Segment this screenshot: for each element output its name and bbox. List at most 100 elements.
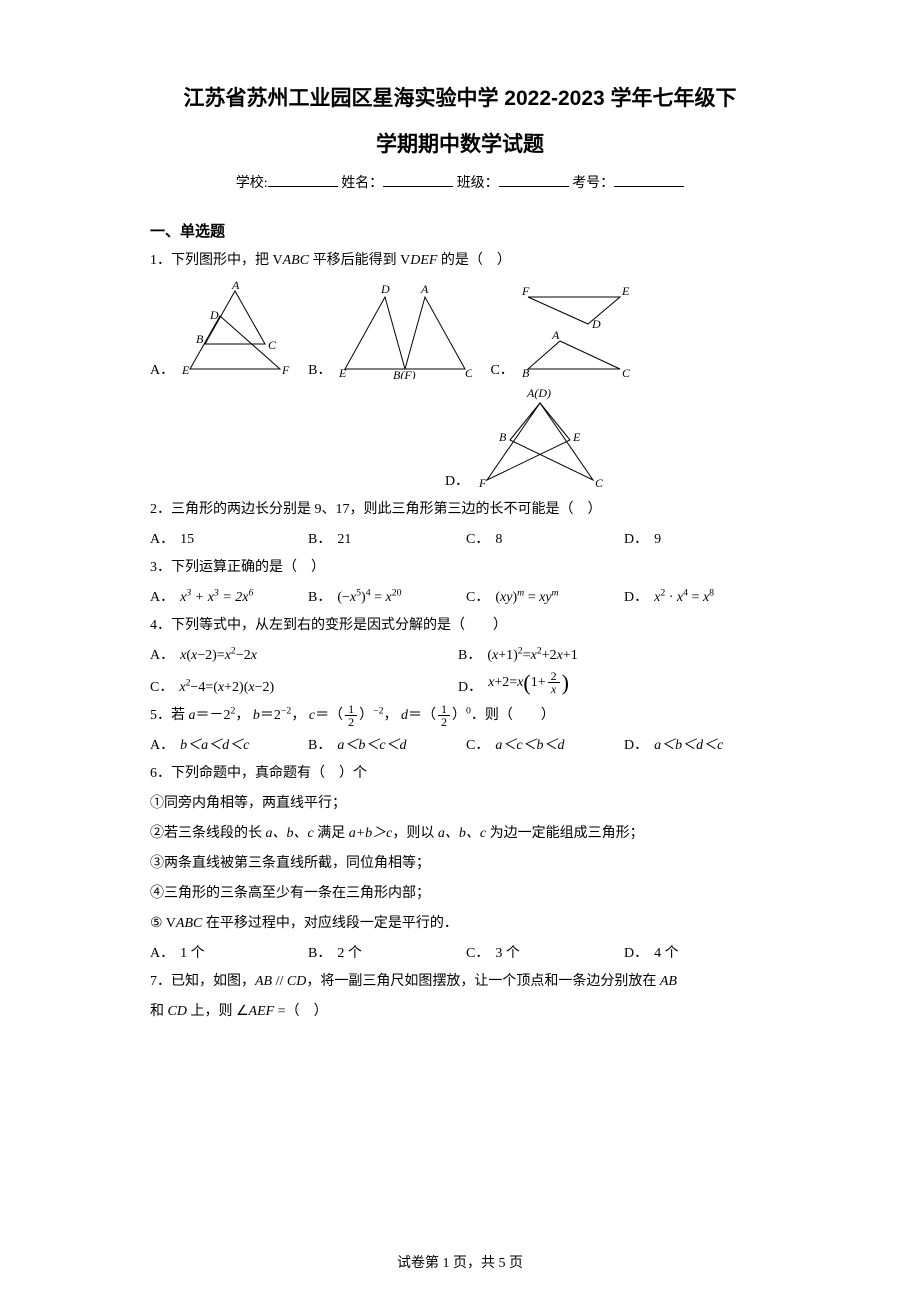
q5-d: d <box>401 708 408 723</box>
q7-cd2: CD <box>168 1004 187 1019</box>
q7-par: // <box>272 974 287 989</box>
q6-stmt-1: ①同旁内角相等，两直线平行； <box>150 790 770 818</box>
q5-b-eq: ＝2−2， <box>260 708 305 723</box>
label-a: A． <box>150 734 174 754</box>
q1-option-d: D． A(D) B E F C <box>445 385 605 490</box>
q1-figure-c: F E D A B C <box>520 279 635 379</box>
q6-2-vars: a、b、c <box>266 826 314 841</box>
svg-text:F: F <box>281 363 290 377</box>
q7-ab2: AB <box>660 974 677 989</box>
svg-text:E: E <box>338 366 347 379</box>
q5-option-d: D．a＜b＜d＜c <box>624 734 764 754</box>
blank-id <box>614 173 684 187</box>
q7-cd: CD <box>287 974 306 989</box>
q7-pre: 7．已知，如图， <box>150 974 255 989</box>
question-7-line2: 和 CD 上，则 ∠AEF =（ ） <box>150 998 770 1026</box>
label-b: B． <box>308 734 331 754</box>
q2-a-text: 15 <box>180 532 194 548</box>
q1-options-row1: A． A B C D E F <box>150 279 770 379</box>
q4-d-math: x+2=x(1+2x) <box>488 670 569 696</box>
q1-option-c: C． F E D A B C <box>490 279 634 379</box>
svg-text:A: A <box>551 328 560 342</box>
q5-c-eq: ＝（12）−2， <box>315 708 397 723</box>
q5-options: A． b＜a＜d＜c B． a＜b＜c＜d C． a＜c＜b＜d D．a＜b＜d＜c <box>150 734 770 754</box>
q1-option-a: A． A B C D E F <box>150 279 290 379</box>
svg-text:D: D <box>209 308 219 322</box>
q7-l2-pre: 和 <box>150 1004 168 1019</box>
q2-c-text: 8 <box>495 532 502 548</box>
q6-d-text: 4 个 <box>654 942 679 962</box>
label-c: C． <box>150 676 173 696</box>
q3-option-a: A． x3 + x3 = 2x6 <box>150 586 290 606</box>
q6-2-post: ，则以 <box>392 826 438 841</box>
label-class: 班级： <box>457 176 499 191</box>
label-c: C． <box>466 528 489 548</box>
q6-option-d: D．4 个 <box>624 942 764 962</box>
svg-text:A: A <box>420 282 429 296</box>
q4-option-b: B．(x+1)2=x2+2x+1 <box>458 644 748 664</box>
q6-5-post: 在平移过程中，对应线段一定是平行的． <box>202 916 458 931</box>
q3-c-math: (xy)m = xym <box>495 590 558 606</box>
label-c: C． <box>466 734 489 754</box>
q6-stmt-3: ③两条直线被第三条直线所截，同位角相等； <box>150 850 770 878</box>
section-1-heading: 一、单选题 <box>150 220 770 241</box>
q3-a-math: x3 + x3 = 2x6 <box>180 590 253 606</box>
page: 江苏省苏州工业园区星海实验中学 2022-2023 学年七年级下 学期期中数学试… <box>0 0 920 1302</box>
q6-2-pre: ②若三条线段的长 <box>150 826 266 841</box>
q6-stmt-2: ②若三条线段的长 a、b、c 满足 a+b＞c，则以 a、b、c 为边一定能组成… <box>150 820 770 848</box>
q6-option-c: C．3 个 <box>466 942 606 962</box>
label-c: C． <box>466 942 489 962</box>
q5-a-text: b＜a＜d＜c <box>180 734 249 754</box>
q4-c-math: x2−4=(x+2)(x−2) <box>179 680 274 696</box>
q5-option-a: A． b＜a＜d＜c <box>150 734 290 754</box>
svg-text:E: E <box>621 284 630 298</box>
svg-text:C: C <box>622 366 631 379</box>
q2-b-text: 21 <box>337 532 351 548</box>
q6-2-eq: a+b＞c <box>349 826 393 841</box>
q5-b-text: a＜b＜c＜d <box>337 734 406 754</box>
q5-a: a <box>189 708 196 723</box>
svg-text:E: E <box>181 363 190 377</box>
label-b: B． <box>308 359 331 379</box>
label-d: D． <box>624 734 648 754</box>
q5-c-text: a＜c＜b＜d <box>495 734 564 754</box>
page-footer: 试卷第 1 页，共 5 页 <box>0 1252 920 1272</box>
q1-figure-b: D A E B(F) C <box>337 279 472 379</box>
q1-options-row2: D． A(D) B E F C <box>280 385 770 490</box>
q6-5-abc: ABC <box>176 916 202 931</box>
blank-school <box>268 173 338 187</box>
label-d: D． <box>624 586 648 606</box>
q6-option-b: B． 2 个 <box>308 942 448 962</box>
q4-option-d: D．x+2=x(1+2x) <box>458 670 748 696</box>
label-b: B． <box>308 586 331 606</box>
question-2: 2．三角形的两边长分别是 9、17，则此三角形第三边的长不可能是（ ） <box>150 496 770 524</box>
svg-text:B: B <box>196 332 204 346</box>
q2-option-c: C． 8 <box>466 528 606 548</box>
q6-b-text: 2 个 <box>337 942 362 962</box>
label-b: B． <box>308 528 331 548</box>
svg-text:C: C <box>595 476 604 490</box>
question-6: 6．下列命题中，真命题有（ ）个 <box>150 760 770 788</box>
q4-options-row1: A．x(x−2)=x2−2x B．(x+1)2=x2+2x+1 <box>150 644 770 664</box>
q5-option-c: C． a＜c＜b＜d <box>466 734 606 754</box>
svg-text:D: D <box>591 317 601 331</box>
q1-def: DEF <box>410 253 437 268</box>
label-b: B． <box>458 644 481 664</box>
q1-text-a: 1．下列图形中，把 V <box>150 253 283 268</box>
q5-a-eq: ＝－22， <box>196 708 250 723</box>
q5-option-b: B． a＜b＜c＜d <box>308 734 448 754</box>
label-c: C． <box>490 359 513 379</box>
q1-option-b: B． D A E B(F) C <box>308 279 472 379</box>
title-line-2: 学期期中数学试题 <box>150 126 770 164</box>
label-a: A． <box>150 586 174 606</box>
label-name: 姓名： <box>341 176 383 191</box>
label-b: B． <box>308 942 331 962</box>
q3-option-c: C． (xy)m = xym <box>466 586 606 606</box>
q2-option-d: D．9 <box>624 528 764 548</box>
label-c: C． <box>466 586 489 606</box>
q5-b: b <box>253 708 260 723</box>
q7-ab: AB <box>255 974 272 989</box>
q6-5-pre: ⑤ V <box>150 916 176 931</box>
svg-text:F: F <box>478 476 487 490</box>
label-school: 学校: <box>236 176 268 191</box>
